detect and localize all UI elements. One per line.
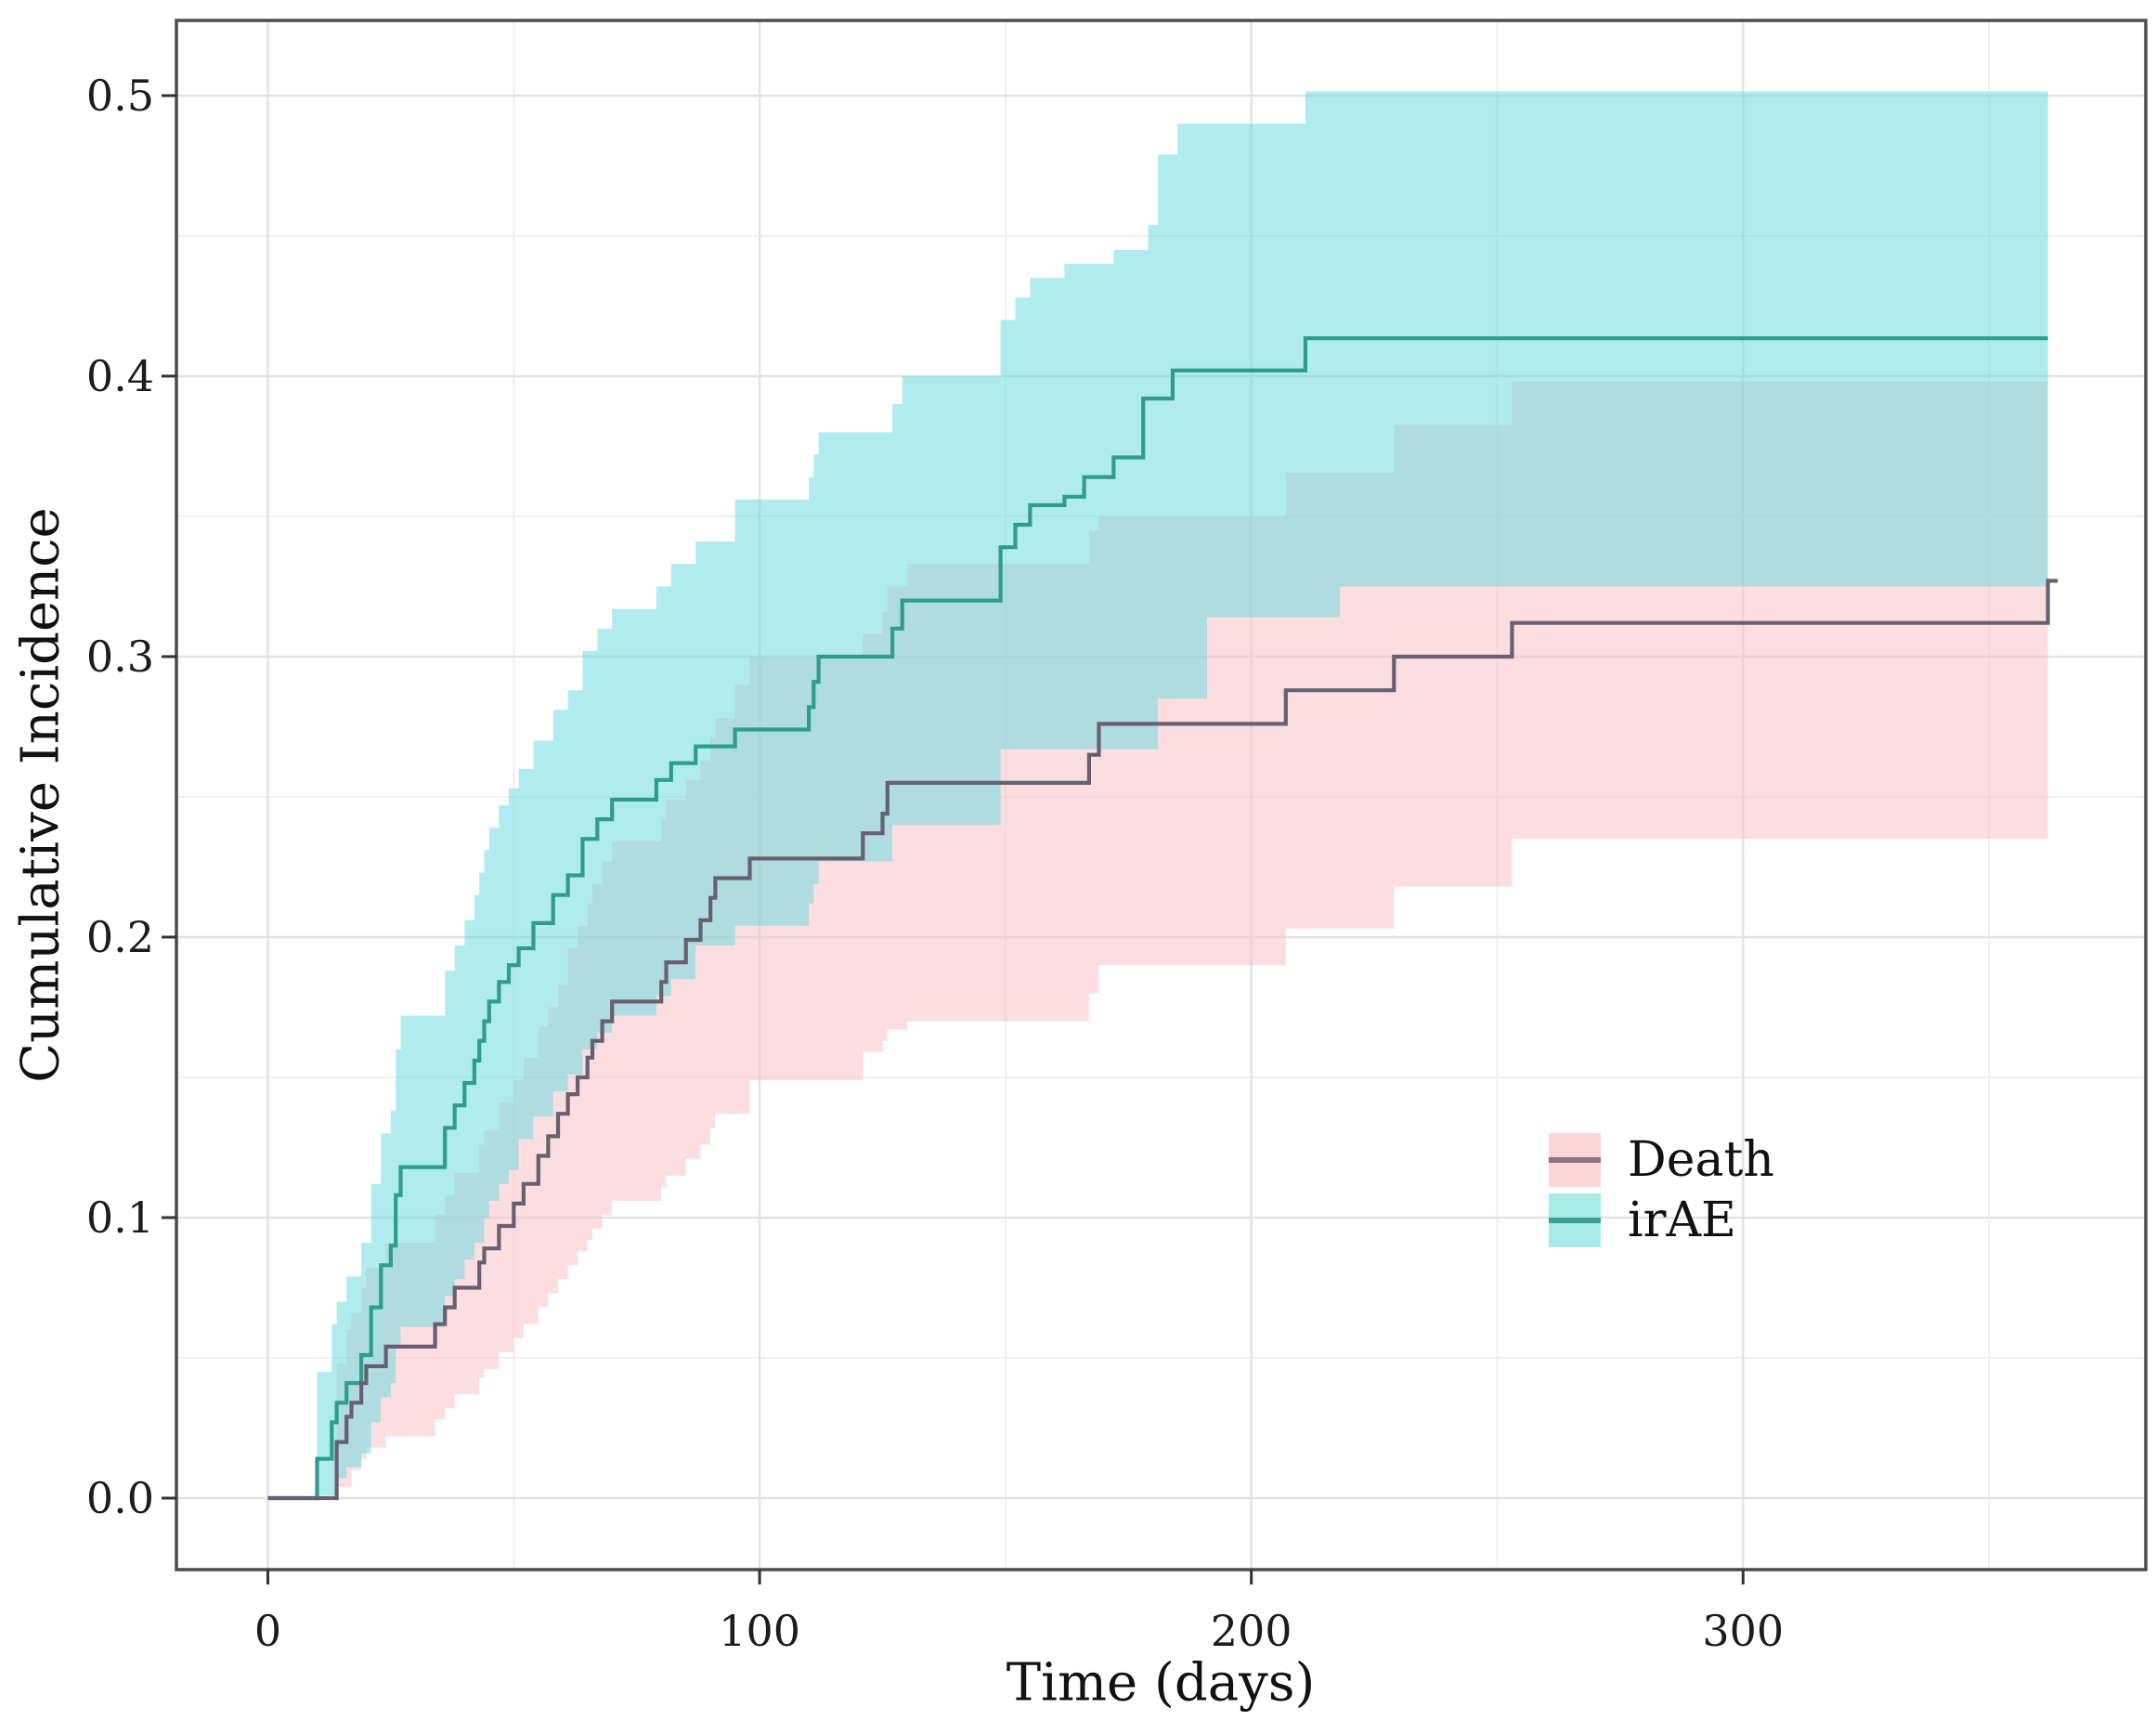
x-tick-label: 100 [719,1606,800,1656]
death-band-swatch [1549,1133,1601,1187]
y-tick-label: 0.1 [86,1193,154,1243]
y-tick-label: 0.3 [86,632,154,682]
y-tick-label: 0.0 [86,1473,154,1523]
x-tick-label: 200 [1211,1606,1292,1656]
legend-item-death: Death [1549,1133,1774,1187]
legend-label-irae: irAE [1628,1193,1736,1248]
x-axis-title: Time (days) [1006,1652,1316,1714]
x-tick-label: 0 [254,1606,281,1656]
y-axis-title: Cumulative Incidence [10,507,71,1083]
death-curve [267,579,2059,1501]
legend-label-death: Death [1628,1132,1774,1188]
irae-band-swatch [1549,1193,1601,1247]
y-tick-label: 0.2 [86,912,154,962]
y-tick-label: 0.5 [86,71,154,121]
irae-confidence-band [317,91,2048,1495]
death-line-key [1549,1157,1601,1163]
irae-curve [267,336,2048,1501]
y-tick-label: 0.4 [86,351,154,401]
plot-panel-border [175,19,2148,1571]
legend-item-irae: irAE [1549,1193,1774,1247]
legend: Death irAE [1549,1133,1774,1254]
x-tick-label: 300 [1702,1606,1784,1656]
irae-line-key [1549,1218,1601,1223]
